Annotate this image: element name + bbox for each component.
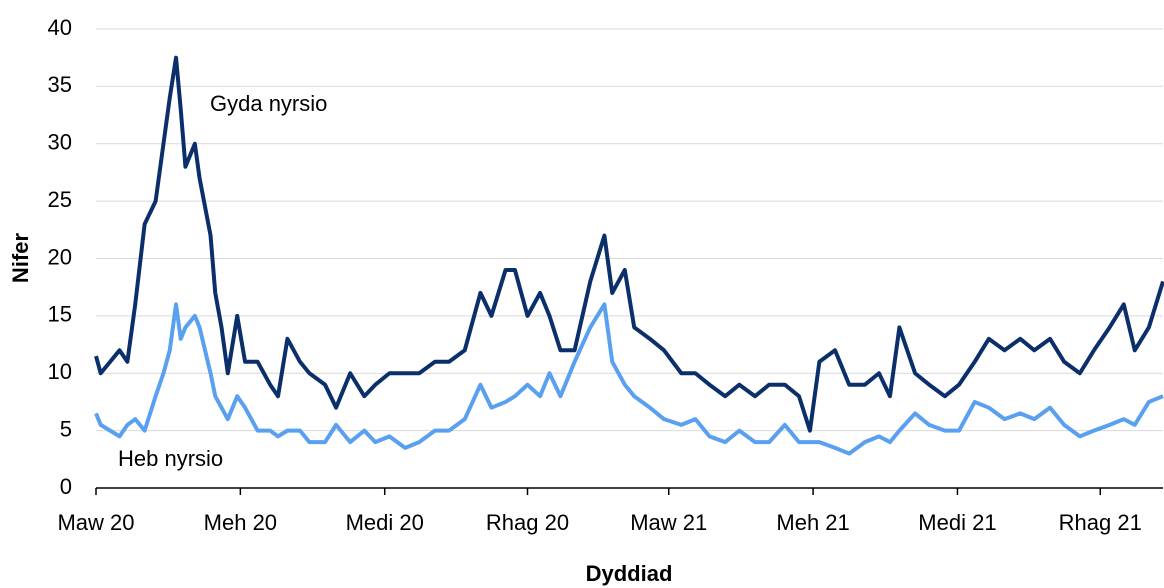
x-axis-label: Dyddiad xyxy=(586,561,673,586)
x-tick-label: Maw 20 xyxy=(57,510,134,535)
y-tick-label: 15 xyxy=(48,302,72,327)
y-axis-label: Nifer xyxy=(8,233,33,284)
x-tick-label: Meh 21 xyxy=(776,510,849,535)
y-tick-label: 35 xyxy=(48,72,72,97)
x-tick-label: Medi 21 xyxy=(918,510,996,535)
x-tick-label: Maw 21 xyxy=(630,510,707,535)
series-label: Heb nyrsio xyxy=(118,446,223,471)
x-tick-label: Meh 20 xyxy=(204,510,277,535)
series-line xyxy=(94,55,1164,433)
y-tick-label: 5 xyxy=(60,416,72,441)
y-tick-label: 10 xyxy=(48,359,72,384)
series-line xyxy=(94,302,1164,456)
y-tick-label: 20 xyxy=(48,244,72,269)
y-tick-label: 30 xyxy=(48,130,72,155)
y-tick-label: 25 xyxy=(48,187,72,212)
series-label: Gyda nyrsio xyxy=(210,91,327,116)
x-tick-label: Rhag 20 xyxy=(486,510,569,535)
x-tick-label: Medi 20 xyxy=(346,510,424,535)
x-tick-label: Rhag 21 xyxy=(1059,510,1142,535)
y-tick-label: 0 xyxy=(60,474,72,499)
y-tick-label: 40 xyxy=(48,15,72,40)
